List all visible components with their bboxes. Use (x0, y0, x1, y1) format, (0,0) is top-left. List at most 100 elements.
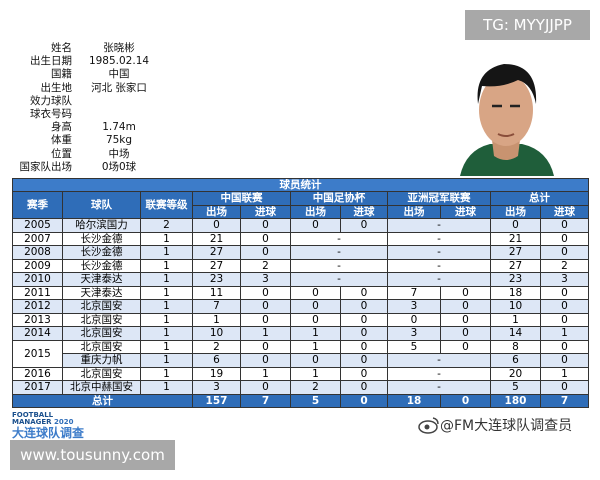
data-row: 2007 长沙金德 1 21 0- -21 0 (12, 231, 590, 246)
level-cell: 1 (140, 299, 193, 314)
logo-name: 大连球队调查 (12, 426, 85, 440)
stat-cell: 0 (539, 218, 590, 233)
header-cell: 赛季 (12, 191, 63, 219)
sub-header: 进球 (440, 204, 491, 219)
season-cell: 2014 (12, 326, 63, 341)
total-row: 总计 157 7 5 0 18 0 180 7 (12, 393, 590, 408)
sub-header: 出场 (192, 204, 241, 219)
stat-cell: 0 (240, 353, 291, 368)
season-cell: 2015 (12, 339, 63, 368)
stat-cell: 0 (440, 299, 491, 314)
sub-header: 出场 (387, 204, 441, 219)
level-cell: 1 (140, 312, 193, 327)
season-cell: 2007 (12, 231, 63, 246)
stat-cell: 0 (290, 218, 341, 233)
stat-cell: 23 (490, 272, 541, 287)
logo-year: 2020 (54, 418, 74, 426)
level-cell: 1 (140, 231, 193, 246)
team-cell: 天津泰达 (62, 272, 141, 287)
data-row: 2012 北京国安 1 7 0 0 0 3 0 10 0 (12, 299, 590, 314)
stat-cell: 1 (290, 366, 341, 381)
sub-header: 进球 (240, 204, 291, 219)
stat-cell: 0 (340, 366, 388, 381)
team-cell: 北京国安 (62, 366, 141, 381)
profile-label: 出生地 (40, 81, 73, 94)
stat-cell: 5 (290, 393, 341, 408)
level-cell: 1 (140, 258, 193, 273)
stat-cell: 0 (240, 312, 291, 327)
stat-cell: 11 (192, 285, 241, 300)
sub-header: 出场 (490, 204, 541, 219)
stat-cell: - (387, 258, 491, 273)
stat-cell: 7 (539, 393, 590, 408)
profile-label: 出生日期 (30, 55, 72, 68)
stat-cell: 5 (387, 339, 441, 354)
header-row: 出场 进球 出场 进球 出场 进球 出场 进球 (13, 204, 590, 219)
table-title: 球员统计 (11, 178, 590, 192)
stat-cell: - (387, 272, 491, 287)
profile-value: 75kg (105, 134, 133, 147)
stat-cell: 1 (290, 339, 341, 354)
stat-cell: 0 (539, 245, 590, 260)
level-cell: 1 (140, 366, 193, 381)
stat-cell: 21 (192, 231, 241, 246)
stat-cell: 1 (539, 326, 590, 341)
stat-cell: 7 (240, 393, 291, 408)
stat-cell: 0 (539, 299, 590, 314)
stat-cell: 0 (539, 339, 590, 354)
team-cell: 重庆力帆 (62, 353, 141, 368)
sub-header: 进球 (340, 204, 388, 219)
stat-cell: 5 (490, 380, 541, 395)
stat-cell: 3 (387, 299, 441, 314)
stat-cell: - (290, 258, 388, 273)
level-cell: 1 (140, 353, 193, 368)
stat-cell: 3 (387, 326, 441, 341)
stat-cell: - (387, 380, 491, 395)
profile-label: 位置 (51, 147, 72, 160)
data-row: 2005 哈尔滨国力 2 0 0 0 0-0 0 (12, 218, 590, 233)
stat-cell: 0 (240, 299, 291, 314)
stat-cell: 0 (539, 380, 590, 395)
stat-cell: 0 (490, 218, 541, 233)
stat-cell: 0 (340, 299, 388, 314)
stat-cell: 27 (490, 245, 541, 260)
stat-cell: 1 (490, 312, 541, 327)
stat-cell: 0 (539, 231, 590, 246)
stat-cell: 0 (240, 380, 291, 395)
stat-cell: 23 (192, 272, 241, 287)
stat-cell: 27 (192, 245, 241, 260)
total-label: 总计 (12, 393, 193, 408)
data-row: 2015 北京国安 1 2 0 1 0 5 0 8 0 (12, 339, 590, 368)
stat-cell: 0 (240, 285, 291, 300)
team-cell: 北京国安 (62, 326, 141, 341)
stat-cell: 0 (340, 285, 388, 300)
team-cell: 北京国安 (62, 299, 141, 314)
profile-label: 国家队出场 (19, 160, 73, 173)
team-cell: 长沙金德 (62, 258, 141, 273)
level-cell: 1 (140, 285, 193, 300)
stat-cell: 0 (387, 312, 441, 327)
profile-value: 中场 (108, 147, 130, 160)
stat-cell: 0 (192, 218, 241, 233)
site: www.tousunny.com (10, 440, 175, 470)
level-cell: 1 (140, 380, 193, 395)
header-cell: 联赛等级 (140, 191, 193, 219)
team-cell: 哈尔滨国力 (62, 218, 141, 233)
profile-label: 球衣号码 (30, 108, 72, 120)
stat-cell: 7 (387, 285, 441, 300)
stat-cell: - (290, 231, 388, 246)
season-cell: 2009 (12, 258, 63, 273)
profile-row: 出生日期 1985.02.14 (12, 55, 172, 68)
stat-cell: 0 (440, 312, 491, 327)
stat-cell: 0 (340, 339, 388, 354)
season-cell: 2011 (12, 285, 63, 300)
stat-cell: 2 (290, 380, 341, 395)
stat-cell: 0 (539, 285, 590, 300)
stat-cell: 1 (240, 366, 291, 381)
stat-cell: - (387, 218, 491, 233)
profile-value: 张晓彬 (103, 42, 135, 54)
stat-cell: 8 (490, 339, 541, 354)
team-cell: 北京国安 (62, 339, 141, 354)
player-photo (452, 48, 560, 176)
